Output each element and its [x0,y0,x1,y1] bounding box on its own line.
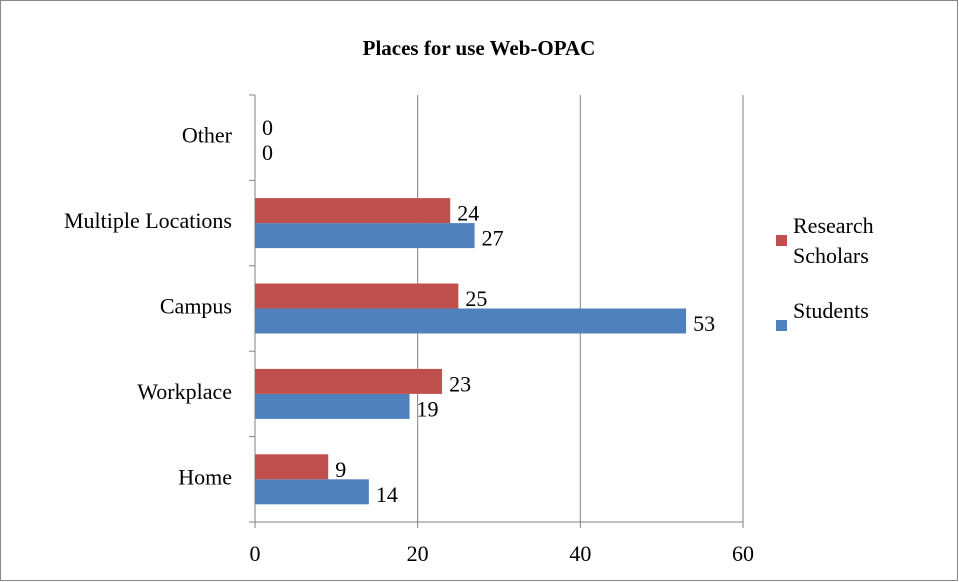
data-label: 24 [457,201,479,226]
data-label: 19 [417,396,439,421]
x-tick-label: 60 [732,541,754,566]
legend-swatch [776,235,787,246]
legend-label: Students [793,298,869,323]
data-label: 9 [335,457,346,482]
y-tick-label: Workplace [137,379,232,404]
bar [255,479,369,505]
data-label: 0 [262,115,273,140]
y-tick-label: Multiple Locations [64,208,232,233]
y-tick-label: Home [178,464,232,489]
bar [255,454,329,480]
x-tick-label: 0 [250,541,261,566]
data-label: 0 [262,140,273,165]
bar [255,368,443,394]
bar [255,308,687,334]
data-label: 14 [376,482,398,507]
data-label: 53 [693,311,715,336]
data-label: 25 [465,286,487,311]
legend-swatch [776,320,787,331]
bar [255,198,451,224]
bar [255,393,410,419]
legend-label: Research Scholars [793,213,874,268]
y-tick-label: Other [182,123,233,148]
chart-title: Places for use Web-OPAC [363,36,596,60]
x-tick-label: 20 [407,541,429,566]
x-tick-label: 40 [569,541,591,566]
bar [255,283,459,309]
data-label: 23 [449,371,471,396]
data-label: 27 [482,226,504,251]
y-tick-label: Campus [160,294,232,319]
bar [255,223,475,249]
